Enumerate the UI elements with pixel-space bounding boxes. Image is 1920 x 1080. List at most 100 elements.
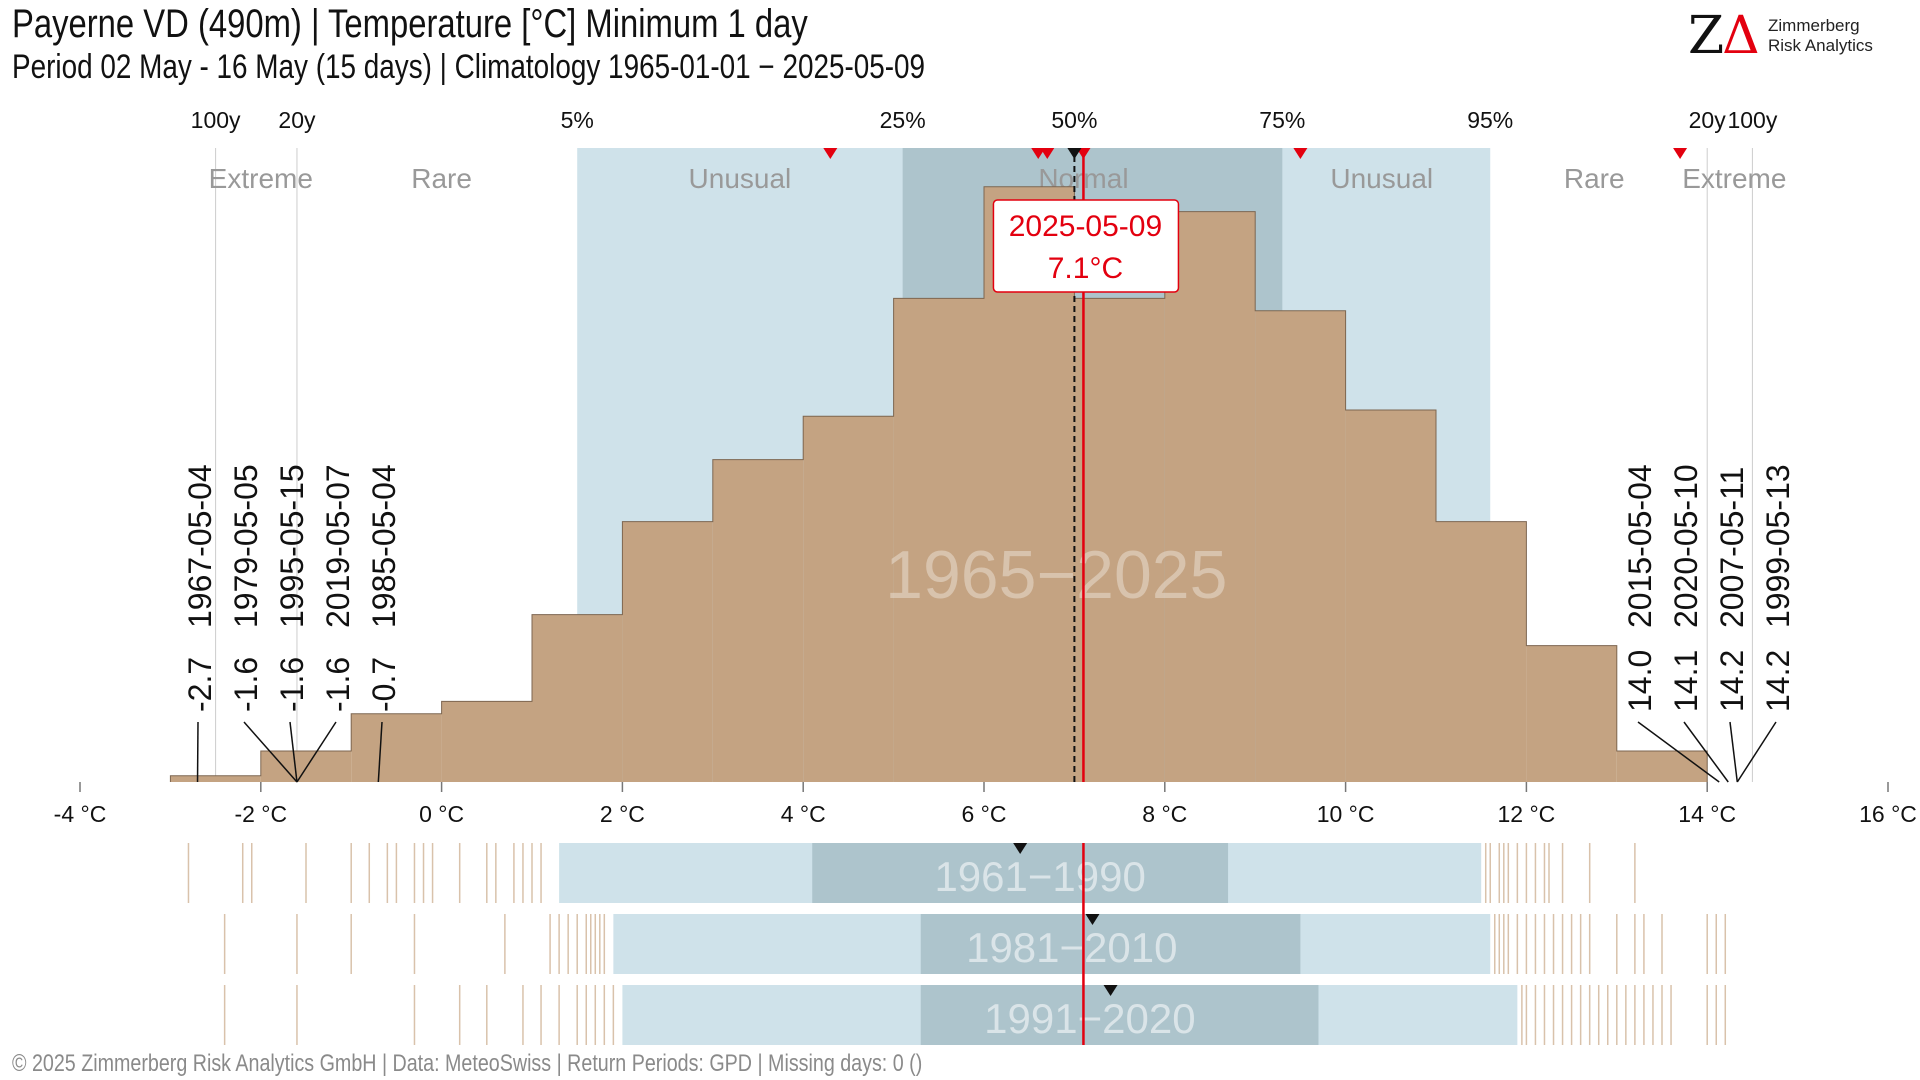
histogram-bar	[1164, 211, 1256, 783]
recent-marker	[1031, 148, 1046, 159]
extreme-value: -1.6	[228, 657, 264, 712]
extreme-low: 1985-05-04 -0.7	[366, 464, 402, 783]
extreme-value: -1.6	[274, 657, 310, 712]
extreme-leader	[1729, 721, 1739, 783]
callout-value: 7.1°C	[1048, 252, 1123, 285]
histogram-bar	[170, 775, 261, 782]
strip-label: 1991−2020	[984, 995, 1195, 1042]
x-tick-label: 6 °C	[962, 801, 1007, 827]
percentile-label: 95%	[1467, 107, 1513, 133]
histogram-bar	[803, 416, 894, 782]
histogram-bar	[1616, 751, 1708, 782]
histogram-bar	[712, 459, 804, 782]
strip-median-marker	[1103, 985, 1118, 996]
percentile-label: 75%	[1259, 107, 1305, 133]
extreme-value: 14.0	[1622, 650, 1658, 712]
x-axis: -4 °C -2 °C 0 °C 2 °C 4 °C 6 °C 8 °C 10 °C 12 °C…	[54, 782, 1917, 827]
strip-normal	[920, 985, 1319, 1045]
extreme-high: 2007-05-11 14.2	[1714, 467, 1750, 783]
strip-label: 1961−1990	[934, 853, 1145, 900]
logo-line-2: Risk Analytics	[1768, 36, 1873, 55]
percentile-label: 25%	[880, 107, 926, 133]
histogram	[169, 186, 1708, 783]
return-period-label: 20y	[1689, 107, 1727, 133]
extreme-date: 2007-05-11	[1714, 467, 1750, 628]
histogram-bar	[532, 614, 623, 782]
recent-marker	[1673, 148, 1688, 159]
footer-credits: © 2025 Zimmerberg Risk Analytics GmbH | …	[12, 1050, 923, 1077]
histogram-bar	[1255, 310, 1346, 782]
category-label: Rare	[411, 163, 472, 194]
strip-label: 1981−2010	[966, 924, 1177, 971]
x-tick-label: 16 °C	[1859, 801, 1917, 827]
top-axis: 5% 25% 50% 75% 95%100y 20y 20y 100y	[191, 107, 1778, 159]
x-tick-label: 14 °C	[1678, 801, 1736, 827]
watermark-text: 1965−2025	[885, 537, 1227, 613]
callout-date: 2025-05-09	[1009, 210, 1162, 243]
extreme-annotations: 1967-05-04 -2.7 1979-05-05 -1.6 1995-05-15 -1…	[182, 464, 1796, 783]
histogram-bar	[1345, 410, 1436, 782]
category-label: Extreme	[1682, 163, 1786, 194]
extreme-date: 1995-05-15	[274, 464, 310, 628]
extreme-date: 2020-05-10	[1668, 464, 1704, 628]
highlight-callout: 2025-05-09 7.1°C	[992, 199, 1180, 293]
x-tick-label: 4 °C	[781, 801, 826, 827]
extreme-low: 1967-05-04 -2.7	[182, 464, 218, 783]
extreme-date: 1999-05-13	[1760, 464, 1796, 628]
extreme-low: 2019-05-07 -1.6	[296, 464, 356, 783]
x-tick-label: 0 °C	[419, 801, 464, 827]
extreme-leader	[289, 721, 298, 783]
callout-box	[992, 199, 1180, 293]
page-subtitle: Period 02 May - 16 May (15 days) | Clima…	[12, 48, 926, 86]
strip-median-marker	[1013, 843, 1028, 854]
extreme-date: 1967-05-04	[182, 464, 218, 628]
category-label: Unusual	[1330, 163, 1433, 194]
histogram-bar	[1074, 298, 1165, 782]
return-period-label: 100y	[191, 107, 241, 133]
category-label: Extreme	[209, 163, 313, 194]
extreme-value: -2.7	[182, 657, 218, 712]
watermark: 1965−2025	[885, 537, 1227, 613]
company-logo: ZΔ Zimmerberg Risk Analytics	[1688, 6, 1898, 66]
histogram-bar	[893, 298, 984, 782]
climatology-strip: 1991−2020	[223, 985, 1727, 1045]
x-tick-label: 2 °C	[600, 801, 645, 827]
extreme-value: -1.6	[320, 657, 356, 712]
logo-mark: ZΔ	[1688, 6, 1760, 66]
percentile-label: 5%	[561, 107, 594, 133]
extreme-date: 1979-05-05	[228, 464, 264, 628]
extreme-high: 2020-05-10 14.1	[1668, 464, 1729, 783]
extreme-date: 1985-05-04	[366, 464, 402, 628]
recent-marker	[823, 148, 838, 159]
x-tick-label: -4 °C	[54, 801, 107, 827]
extreme-value: 14.2	[1714, 650, 1750, 712]
category-labels: Extreme Rare Unusual Normal Unusual Rare Extre…	[209, 163, 1787, 194]
recent-marker	[1076, 148, 1091, 159]
climatology-strip: 1981−2010	[223, 914, 1727, 974]
histogram-bar	[622, 521, 713, 782]
percentile-label: 50%	[1051, 107, 1097, 133]
category-label: Rare	[1564, 163, 1625, 194]
extreme-low: 1995-05-15 -1.6	[274, 464, 310, 783]
x-tick-label: 12 °C	[1498, 801, 1556, 827]
extreme-leader	[377, 721, 383, 783]
histogram-bar	[351, 713, 442, 782]
recent-marker	[1293, 148, 1308, 159]
x-tick-label: 10 °C	[1317, 801, 1375, 827]
extreme-leader	[296, 721, 337, 783]
histogram-bar	[1526, 645, 1617, 782]
histogram-bar	[1436, 521, 1527, 782]
median-marker	[1067, 148, 1082, 159]
logo-line-1: Zimmerberg	[1768, 16, 1860, 35]
x-tick-label: 8 °C	[1142, 801, 1187, 827]
page-title: Payerne VD (490m) | Temperature [°C] Min…	[12, 2, 808, 46]
extreme-value: -0.7	[366, 657, 402, 712]
extreme-low: 1979-05-05 -1.6	[228, 464, 298, 783]
recent-marker	[1040, 148, 1055, 159]
return-period-label: 100y	[1727, 107, 1777, 133]
category-label: Unusual	[689, 163, 792, 194]
extreme-value: 14.2	[1760, 650, 1796, 712]
extreme-leader	[1637, 721, 1720, 783]
extreme-date: 2015-05-04	[1622, 464, 1658, 628]
